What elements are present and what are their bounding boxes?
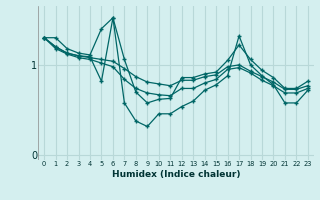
X-axis label: Humidex (Indice chaleur): Humidex (Indice chaleur) [112, 170, 240, 179]
